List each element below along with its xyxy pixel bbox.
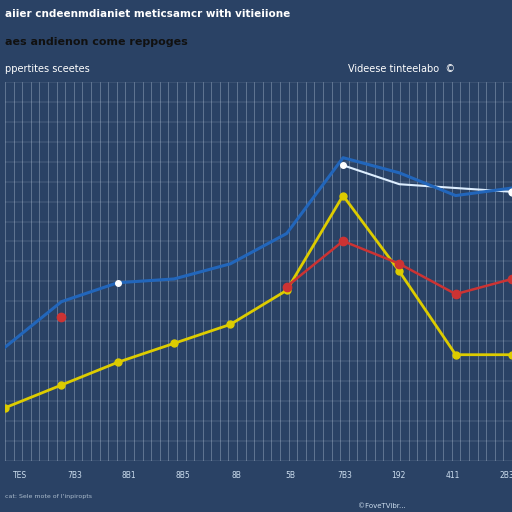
Text: 7B3: 7B3: [67, 471, 82, 480]
Text: 2B3: 2B3: [500, 471, 512, 480]
Text: aiier cndeenmdianiet meticsamcr with vitieiione: aiier cndeenmdianiet meticsamcr with vit…: [5, 9, 290, 19]
Text: 192: 192: [392, 471, 406, 480]
Text: 8B5: 8B5: [175, 471, 190, 480]
Text: 7B3: 7B3: [337, 471, 352, 480]
Text: Videese tinteelabo  ©: Videese tinteelabo ©: [348, 64, 455, 74]
Text: ©FoveTVibr...: ©FoveTVibr...: [358, 503, 406, 509]
Text: ppertites sceetes: ppertites sceetes: [5, 64, 90, 74]
Text: 8B1: 8B1: [121, 471, 136, 480]
Text: aes andienon come reppoges: aes andienon come reppoges: [5, 37, 188, 47]
Text: 8B: 8B: [232, 471, 242, 480]
Text: 411: 411: [445, 471, 460, 480]
Text: cat: Sele mote of l'inpiropts: cat: Sele mote of l'inpiropts: [5, 494, 92, 499]
Text: TES: TES: [13, 471, 28, 480]
Text: 5B: 5B: [286, 471, 296, 480]
